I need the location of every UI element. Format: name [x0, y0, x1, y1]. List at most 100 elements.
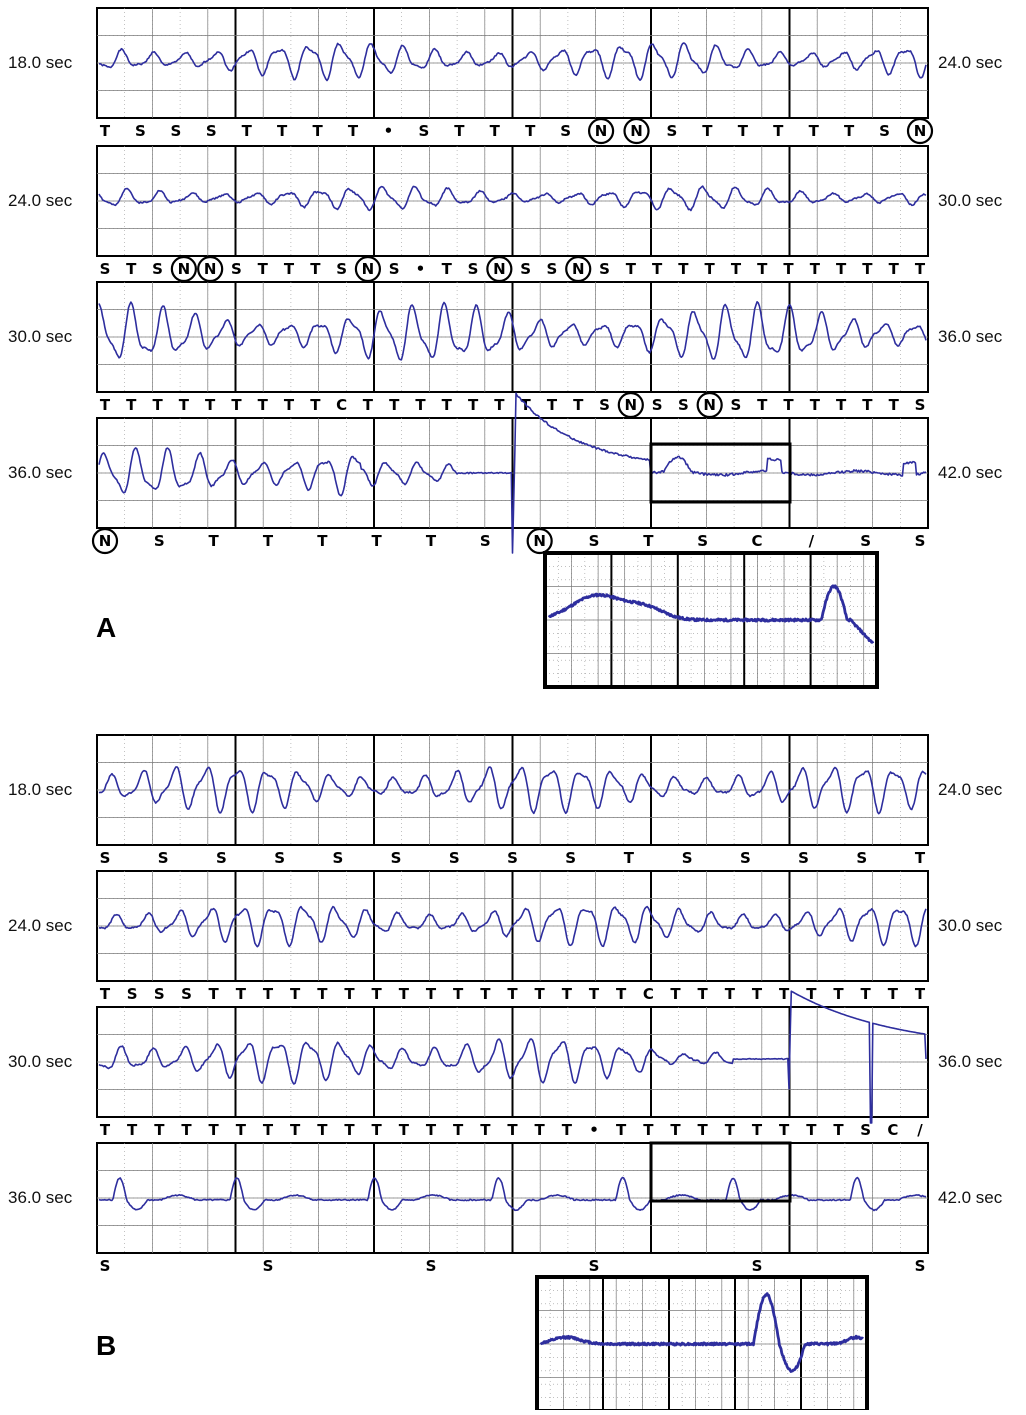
beat-marker: T [752, 1121, 763, 1139]
beat-marker: T [731, 260, 742, 278]
beat-marker: N [99, 532, 112, 550]
beat-marker: T [372, 1121, 383, 1139]
beat-marker: T [810, 396, 821, 414]
beat-marker: T [616, 1121, 627, 1139]
beat-marker: T [426, 532, 437, 550]
beat-marker: N [362, 260, 375, 278]
beat-marker: T [363, 396, 374, 414]
beat-marker: T [779, 985, 790, 1003]
strip-start-label: 30.0 sec [8, 1052, 73, 1071]
beat-marker: T [290, 985, 301, 1003]
beat-marker: S [100, 849, 111, 867]
beat-marker: T [507, 1121, 518, 1139]
beat-marker: T [205, 396, 216, 414]
beat-marker: S [798, 849, 809, 867]
strip-start-label: 36.0 sec [8, 1188, 73, 1207]
beat-marker: T [626, 260, 637, 278]
strip-start-label: 18.0 sec [8, 53, 73, 72]
beat-marker: S [426, 1257, 437, 1275]
beat-marker: T [468, 396, 479, 414]
beat-marker: T [862, 396, 873, 414]
beat-marker: T [127, 1121, 138, 1139]
marker-row-a-1: T S S S T T T T • S T T T S N N S T T T T T S N [100, 117, 934, 145]
strip-start-label: 30.0 sec [8, 327, 73, 346]
beat-marker: S [915, 532, 926, 550]
strip-end-label: 36.0 sec [938, 327, 1003, 346]
beat-marker: S [170, 122, 181, 140]
beat-marker: T [670, 1121, 681, 1139]
beat-marker: T [453, 985, 464, 1003]
beat-marker: T [480, 985, 491, 1003]
beat-marker: T [494, 396, 505, 414]
marker-circle [623, 117, 650, 145]
beat-marker: N [703, 396, 716, 414]
beat-marker: T [810, 260, 821, 278]
strip-start-label: 24.0 sec [8, 916, 73, 935]
beat-marker: T [752, 985, 763, 1003]
beat-marker: T [344, 985, 355, 1003]
strip-end-label: 30.0 sec [938, 916, 1003, 935]
beat-marker: T [453, 1121, 464, 1139]
beat-marker: T [547, 396, 558, 414]
zoom-highlight-box [649, 1141, 792, 1203]
beat-marker: S [480, 532, 491, 550]
beat-marker: / [809, 532, 815, 550]
beat-marker: T [312, 122, 323, 140]
beat-marker: T [535, 1121, 546, 1139]
beat-marker: T [757, 260, 768, 278]
beat-marker: S [682, 849, 693, 867]
beat-marker: S [520, 260, 531, 278]
beat-marker: S [740, 849, 751, 867]
beat-marker: T [415, 396, 426, 414]
ecg-trace-a-2 [98, 185, 927, 212]
beat-marker: T [389, 396, 400, 414]
beat-marker: S [419, 122, 430, 140]
beat-marker: T [652, 260, 663, 278]
beat-marker: T [757, 396, 768, 414]
beat-marker: T [888, 985, 899, 1003]
strip-start-label: 24.0 sec [8, 191, 73, 210]
beat-marker: C [751, 532, 762, 550]
beat-marker: T [263, 985, 274, 1003]
beat-marker: S [599, 396, 610, 414]
strip-end-label: 30.0 sec [938, 191, 1003, 210]
beat-marker: S [389, 260, 400, 278]
beat-marker: T [310, 260, 321, 278]
beat-marker: S [274, 849, 285, 867]
beat-marker: T [100, 396, 111, 414]
beat-marker: S [731, 396, 742, 414]
beat-marker: T [179, 396, 190, 414]
beat-marker: T [231, 396, 242, 414]
beat-marker: T [783, 396, 794, 414]
strip-end-label: 36.0 sec [938, 1052, 1003, 1071]
ecg-trace-b-2 [98, 905, 927, 948]
marker-circle [91, 527, 119, 555]
beat-marker: T [284, 260, 295, 278]
beat-marker: T [670, 985, 681, 1003]
beat-marker: T [915, 260, 926, 278]
strip-start-label: 36.0 sec [8, 463, 73, 482]
beat-marker: C [887, 1121, 898, 1139]
beat-marker: T [725, 985, 736, 1003]
beat-marker: S [915, 1257, 926, 1275]
beat-marker: N [178, 260, 191, 278]
beat-marker: T [643, 1121, 654, 1139]
beat-marker: T [773, 122, 784, 140]
beat-marker: S [154, 985, 165, 1003]
ecg-trace-a-3 [98, 301, 927, 361]
beat-marker: T [426, 985, 437, 1003]
beat-marker: S [152, 260, 163, 278]
beat-marker: T [442, 260, 453, 278]
beat-marker: T [836, 396, 847, 414]
marker-row-a-2: S T S N N S T T T S N S • T S N S S N S T T T T T T T T T T T T [100, 255, 926, 283]
panel-label-a: A [96, 612, 117, 643]
beat-marker: N [630, 122, 643, 140]
beat-marker: T [889, 396, 900, 414]
beat-marker: T [705, 260, 716, 278]
strip-start-label: 18.0 sec [8, 780, 73, 799]
beat-marker: N [204, 260, 217, 278]
beat-marker: S [879, 122, 890, 140]
beat-marker: • [416, 260, 426, 278]
beat-marker: T [317, 985, 328, 1003]
